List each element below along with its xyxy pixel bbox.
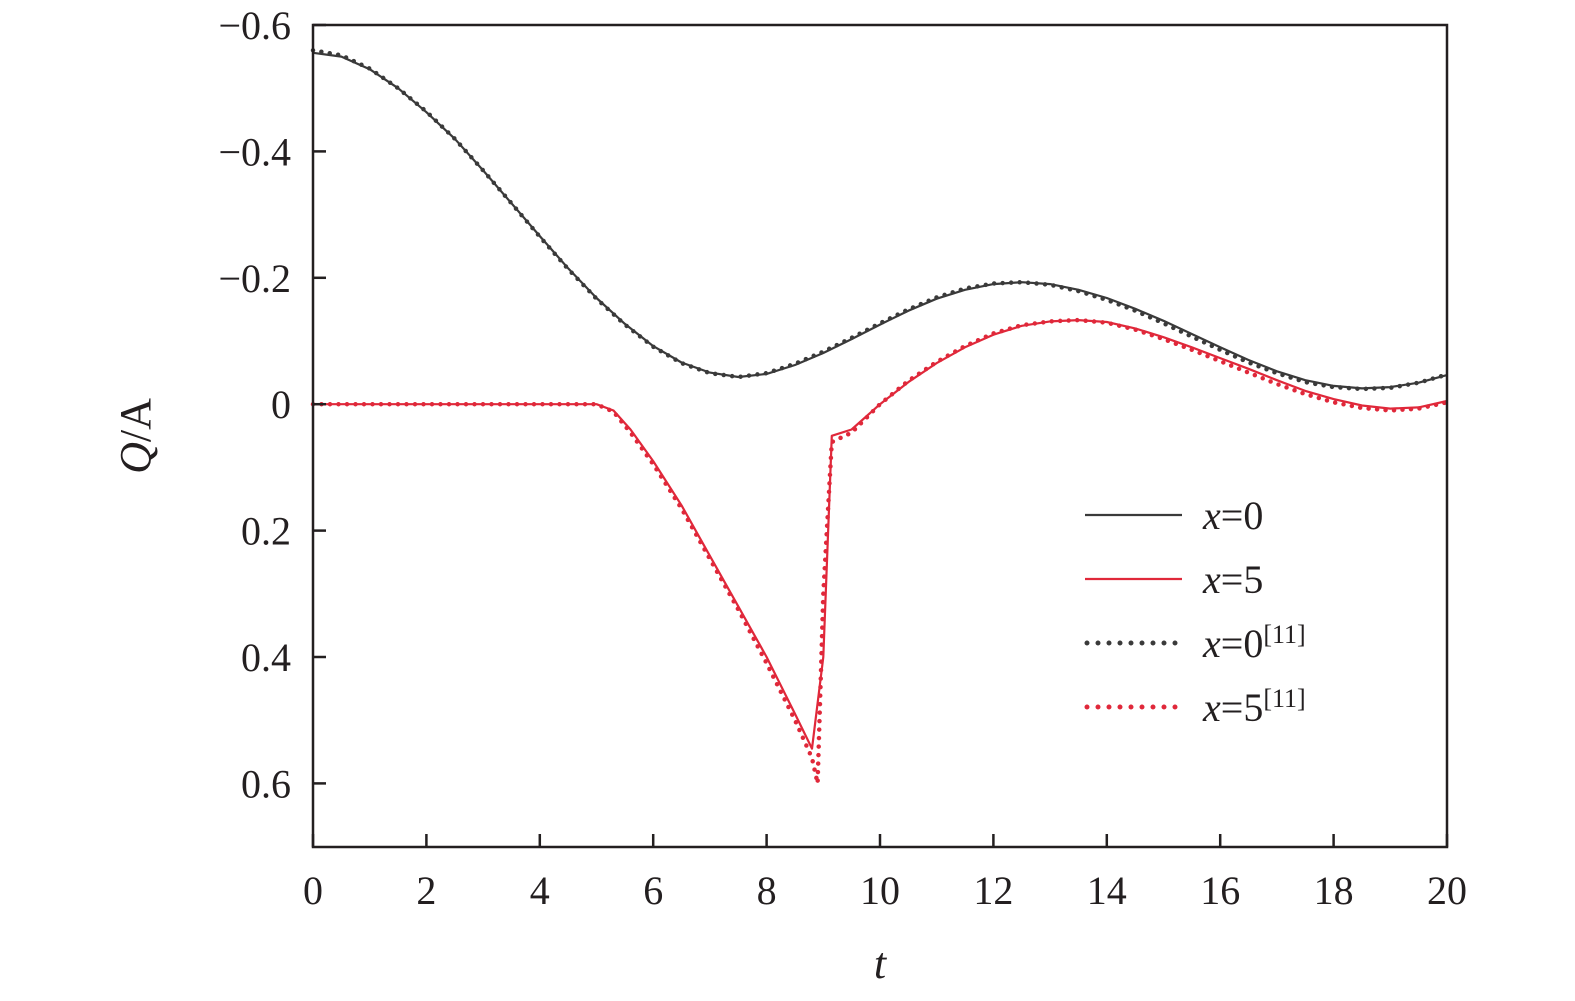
legend-label-value: =5 — [1221, 685, 1264, 730]
legend-label-3: x=5[11] — [1202, 684, 1306, 730]
y-tick-label: −0.2 — [218, 256, 291, 301]
plot-frame — [311, 23, 1449, 849]
y-tick-label: −0.4 — [218, 129, 291, 174]
x-tick-label: 12 — [973, 868, 1013, 913]
legend-label-variable: x — [1202, 621, 1221, 666]
legend: x=0x=5x=0[11]x=5[11] — [1084, 493, 1306, 730]
y-tick-label: 0 — [271, 382, 291, 427]
x-tick-label: 10 — [860, 868, 900, 913]
legend-label-reference: [11] — [1263, 620, 1305, 649]
legend-label-value: =0 — [1221, 621, 1264, 666]
legend-label-1: x=5 — [1202, 557, 1263, 602]
y-axis-title: Q/A — [111, 398, 160, 474]
series-line-0 — [312, 51, 1448, 390]
plot-curves — [310, 48, 1450, 786]
y-tick-label: 0.2 — [241, 509, 291, 554]
x-tick-label: 18 — [1314, 868, 1354, 913]
series-line-1 — [313, 319, 1448, 750]
y-axis: −0.6 −0.4 −0.2 0 0.2 0.4 0.6 — [218, 3, 326, 806]
x-axis-title: t — [874, 939, 888, 988]
x-tick-label: 14 — [1087, 868, 1127, 913]
legend-label-0: x=0 — [1202, 493, 1263, 538]
y-tick-label: 0.6 — [241, 761, 291, 806]
series-line-2 — [310, 48, 1450, 392]
legend-label-reference: [11] — [1263, 684, 1305, 713]
series-line-3 — [310, 317, 1450, 786]
x-tick-label: 20 — [1427, 868, 1467, 913]
legend-label-value: =5 — [1221, 557, 1264, 602]
x-axis: 0 2 4 6 8 10 12 14 16 18 20 — [303, 834, 1467, 913]
legend-label-value: =0 — [1221, 493, 1264, 538]
y-tick-label: −0.6 — [218, 3, 291, 48]
y-axis-title-unit: /A — [111, 398, 160, 442]
legend-label-variable: x — [1202, 493, 1221, 538]
y-tick-label: 0.4 — [241, 635, 291, 680]
x-tick-label: 6 — [643, 868, 663, 913]
x-tick-label: 4 — [530, 868, 550, 913]
x-tick-label: 8 — [757, 868, 777, 913]
y-axis-title-variable: Q — [111, 442, 160, 474]
x-tick-label: 16 — [1200, 868, 1240, 913]
legend-label-2: x=0[11] — [1202, 620, 1306, 666]
legend-label-variable: x — [1202, 685, 1221, 730]
x-tick-label: 2 — [416, 868, 436, 913]
x-tick-label: 0 — [303, 868, 323, 913]
legend-label-variable: x — [1202, 557, 1221, 602]
